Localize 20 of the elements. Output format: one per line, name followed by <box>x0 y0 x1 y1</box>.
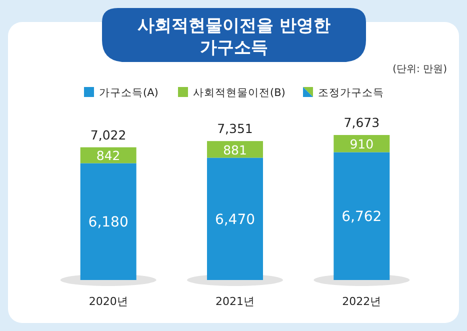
data-label: 6,762 <box>342 209 382 226</box>
data-label: 881 <box>223 142 247 158</box>
total-label: 7,022 <box>90 127 126 142</box>
data-label: 842 <box>96 148 120 164</box>
data-label: 6,180 <box>88 214 128 231</box>
bar <box>334 152 390 280</box>
x-tick-label: 2022년 <box>342 295 382 308</box>
data-label: 910 <box>350 136 374 152</box>
total-label: 7,351 <box>217 121 253 136</box>
legend-label: 가구소득(A) <box>99 87 158 99</box>
x-tick-label: 2020년 <box>88 295 128 308</box>
bar <box>80 163 136 280</box>
chart-subtitle: (단위: 만원) <box>392 64 448 75</box>
total-label: 7,673 <box>344 115 380 130</box>
legend-label: 조정가구소득 <box>318 87 384 99</box>
x-tick-label: 2021년 <box>216 295 254 308</box>
legend-label: 사회적현물이전(B) <box>193 87 286 99</box>
data-label: 6,470 <box>214 212 256 228</box>
chart-title: 사회적현물이전을 반영한 가구소득 <box>138 16 330 58</box>
bar <box>207 158 263 280</box>
